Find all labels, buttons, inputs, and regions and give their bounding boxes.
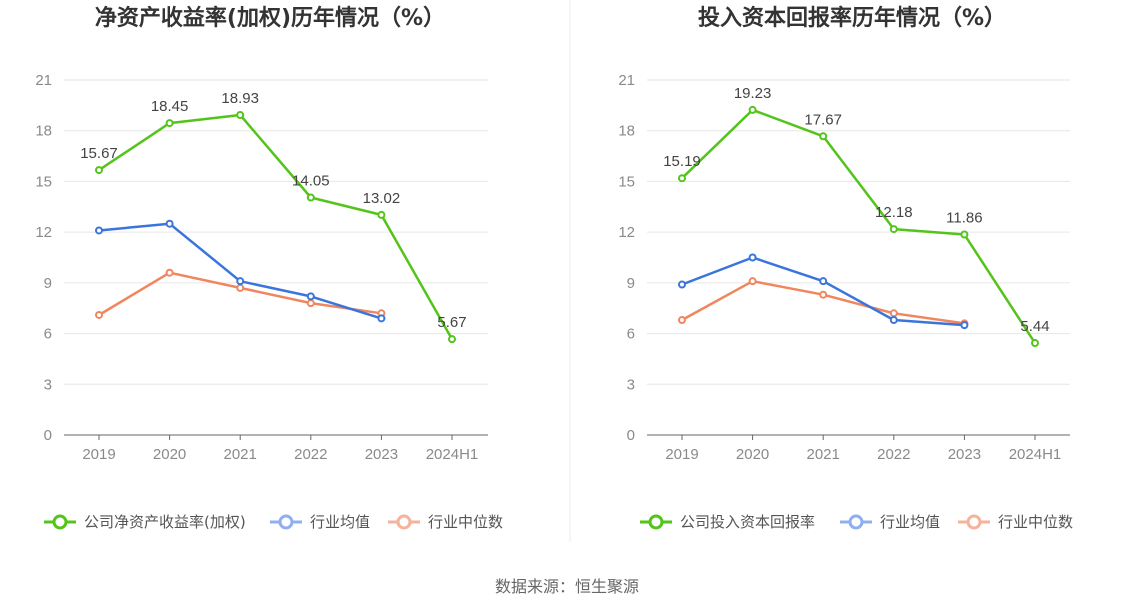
data-point-company [748, 105, 757, 114]
legend-item-industry-median[interactable]: 行业中位数 [958, 513, 1073, 531]
data-label: 11.86 [946, 210, 982, 227]
data-point-company [377, 210, 386, 219]
x-tick-label: 2024H1 [426, 446, 479, 463]
y-tick-label: 18 [35, 123, 52, 140]
data-point-industry_avg [678, 280, 686, 289]
data-point-company [448, 335, 456, 344]
x-tick-label: 2023 [365, 446, 398, 463]
data-point-industry_avg [819, 277, 828, 286]
data-label: 13.02 [363, 190, 401, 207]
data-point-company [819, 132, 828, 141]
series-line-company [98, 113, 454, 340]
x-tick-label: 2020 [736, 446, 769, 463]
data-point-industry_avg [377, 314, 386, 323]
data-label: 5.44 [1020, 318, 1049, 335]
data-label: 12.18 [875, 204, 913, 221]
data-label: 18.93 [221, 90, 259, 107]
series-line-industry_avg [98, 222, 382, 320]
roic-chart: 投入资本回报率历年情况（%） 0 3 6 9 12 15 18 21 2019 2020 2021 2… [618, 5, 1073, 531]
y-tick-label: 9 [44, 275, 52, 292]
data-point-industry_median [306, 299, 315, 308]
data-label: 17.67 [804, 111, 842, 128]
y-tick-label: 12 [618, 224, 635, 241]
data-point-industry_avg [306, 292, 315, 301]
y-tick-label: 3 [627, 376, 635, 393]
x-tick-label: 2022 [877, 446, 910, 463]
legend-median-label: 行业中位数 [998, 513, 1073, 531]
data-label: 14.05 [292, 172, 330, 189]
y-tick-label: 0 [627, 427, 635, 444]
legend-avg-label: 行业均值 [310, 513, 370, 531]
legend-median-marker [396, 514, 412, 530]
y-tick-label: 6 [44, 326, 52, 343]
x-tick-label: 2019 [82, 446, 115, 463]
data-point-company [960, 230, 969, 239]
chart-title: 净资产收益率(加权)历年情况（%） [95, 5, 445, 31]
data-point-company [306, 193, 315, 202]
legend-company-label: 公司投入资本回报率 [680, 513, 815, 531]
y-tick-label: 6 [627, 326, 635, 343]
data-point-industry_median [95, 310, 103, 319]
data-point-company [95, 166, 103, 175]
y-tick-label: 0 [44, 427, 52, 444]
x-tick-label: 2021 [224, 446, 257, 463]
y-tick-label: 18 [618, 123, 635, 140]
data-point-industry_median [236, 283, 245, 292]
y-tick-label: 15 [618, 173, 635, 190]
series-line-industry_median [681, 279, 965, 325]
series-line-company [681, 108, 1037, 344]
data-point-company [889, 225, 898, 234]
legend-avg-marker [278, 514, 294, 530]
data-label: 15.67 [80, 145, 118, 162]
legend-item-industry-avg[interactable]: 行业均值 [270, 513, 370, 531]
x-tick-label: 2024H1 [1009, 446, 1062, 463]
x-tick-label: 2020 [153, 446, 186, 463]
x-tick-label: 2022 [294, 446, 327, 463]
data-point-company [165, 119, 174, 128]
data-label: 18.45 [151, 98, 189, 115]
y-tick-label: 21 [35, 72, 52, 89]
legend-item-industry-median[interactable]: 行业中位数 [388, 513, 503, 531]
data-point-industry_median [165, 268, 174, 277]
x-tick-label: 2019 [665, 446, 698, 463]
legend-company-marker [648, 514, 664, 530]
x-tick-label: 2023 [948, 446, 981, 463]
data-point-industry_median [819, 290, 828, 299]
data-label: 19.23 [734, 85, 772, 102]
data-point-industry_avg [165, 219, 174, 228]
legend-item-industry-avg[interactable]: 行业均值 [840, 513, 940, 531]
data-point-industry_avg [960, 321, 969, 330]
x-tick-label: 2021 [807, 446, 840, 463]
data-label: 15.19 [663, 153, 701, 170]
data-point-industry_median [748, 277, 757, 286]
y-tick-label: 3 [44, 376, 52, 393]
y-tick-label: 12 [35, 224, 52, 241]
legend-company-label: 公司净资产收益率(加权) [84, 513, 246, 531]
legend-median-label: 行业中位数 [428, 513, 503, 531]
legend-company-marker [52, 514, 68, 530]
data-point-company [678, 174, 686, 183]
data-point-company [1031, 339, 1039, 348]
chart-title: 投入资本回报率历年情况（%） [698, 5, 1006, 31]
source-note: 数据来源：恒生聚源 [495, 577, 639, 596]
data-point-industry_median [889, 309, 898, 318]
legend-avg-label: 行业均值 [880, 513, 940, 531]
legend-item-company[interactable]: 公司投入资本回报率 [640, 513, 815, 531]
y-tick-label: 21 [618, 72, 635, 89]
legend-avg-marker [848, 514, 864, 530]
data-point-industry_avg [748, 253, 757, 262]
data-point-industry_avg [95, 226, 103, 235]
data-point-company [236, 110, 245, 119]
roe-chart: 净资产收益率(加权)历年情况（%） 0 3 6 9 12 15 18 21 2019 2020 20… [35, 5, 503, 531]
y-tick-label: 9 [627, 275, 635, 292]
legend-median-marker [966, 514, 982, 530]
data-point-industry_median [678, 316, 686, 325]
data-point-industry_avg [889, 316, 898, 325]
data-point-industry_avg [236, 277, 245, 286]
legend-item-company[interactable]: 公司净资产收益率(加权) [44, 513, 246, 531]
data-label: 5.67 [437, 314, 466, 331]
y-tick-label: 15 [35, 173, 52, 190]
